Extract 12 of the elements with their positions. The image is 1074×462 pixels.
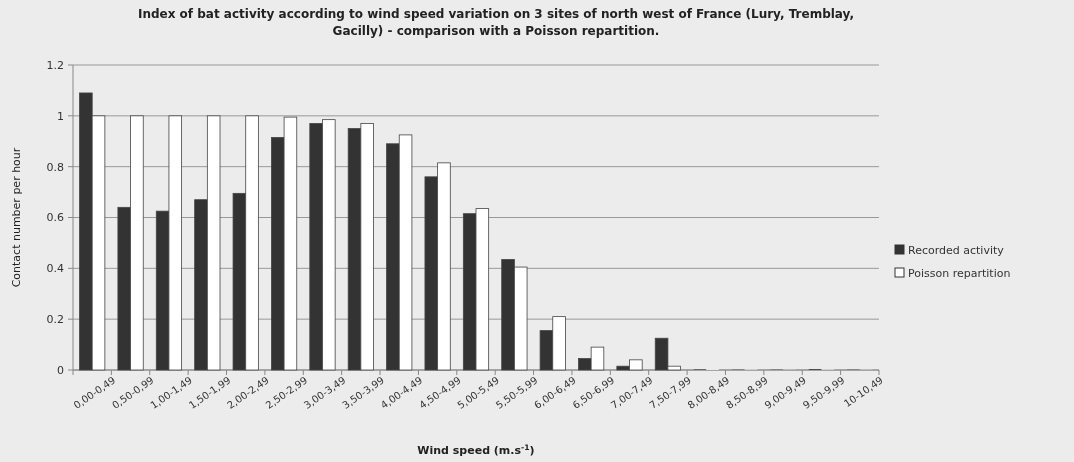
y-tick-label: 1.2 bbox=[46, 58, 64, 72]
y-tick-label: 1 bbox=[57, 109, 64, 123]
y-tick-label: 0.8 bbox=[46, 160, 64, 174]
y-tick-label: 0.4 bbox=[46, 262, 64, 276]
legend-label: Recorded activity bbox=[908, 243, 1005, 257]
x-axis-title: Wind speed (m.s$^{-1}$) bbox=[417, 442, 535, 457]
chart-title: Index of bat activity according to wind speed variation on 3 sites of north west of France (Lury, Tremblay, Gacilly) - comparison with a Poisson repartition. bbox=[137, 7, 855, 38]
y-tick-label: 0 bbox=[57, 363, 64, 377]
y-tick-label: 0.2 bbox=[46, 313, 64, 327]
y-tick-label: 0.6 bbox=[46, 211, 64, 225]
legend-label: Poisson repartition bbox=[908, 266, 1011, 280]
y-axis-title: Contact number per hour bbox=[10, 147, 23, 288]
